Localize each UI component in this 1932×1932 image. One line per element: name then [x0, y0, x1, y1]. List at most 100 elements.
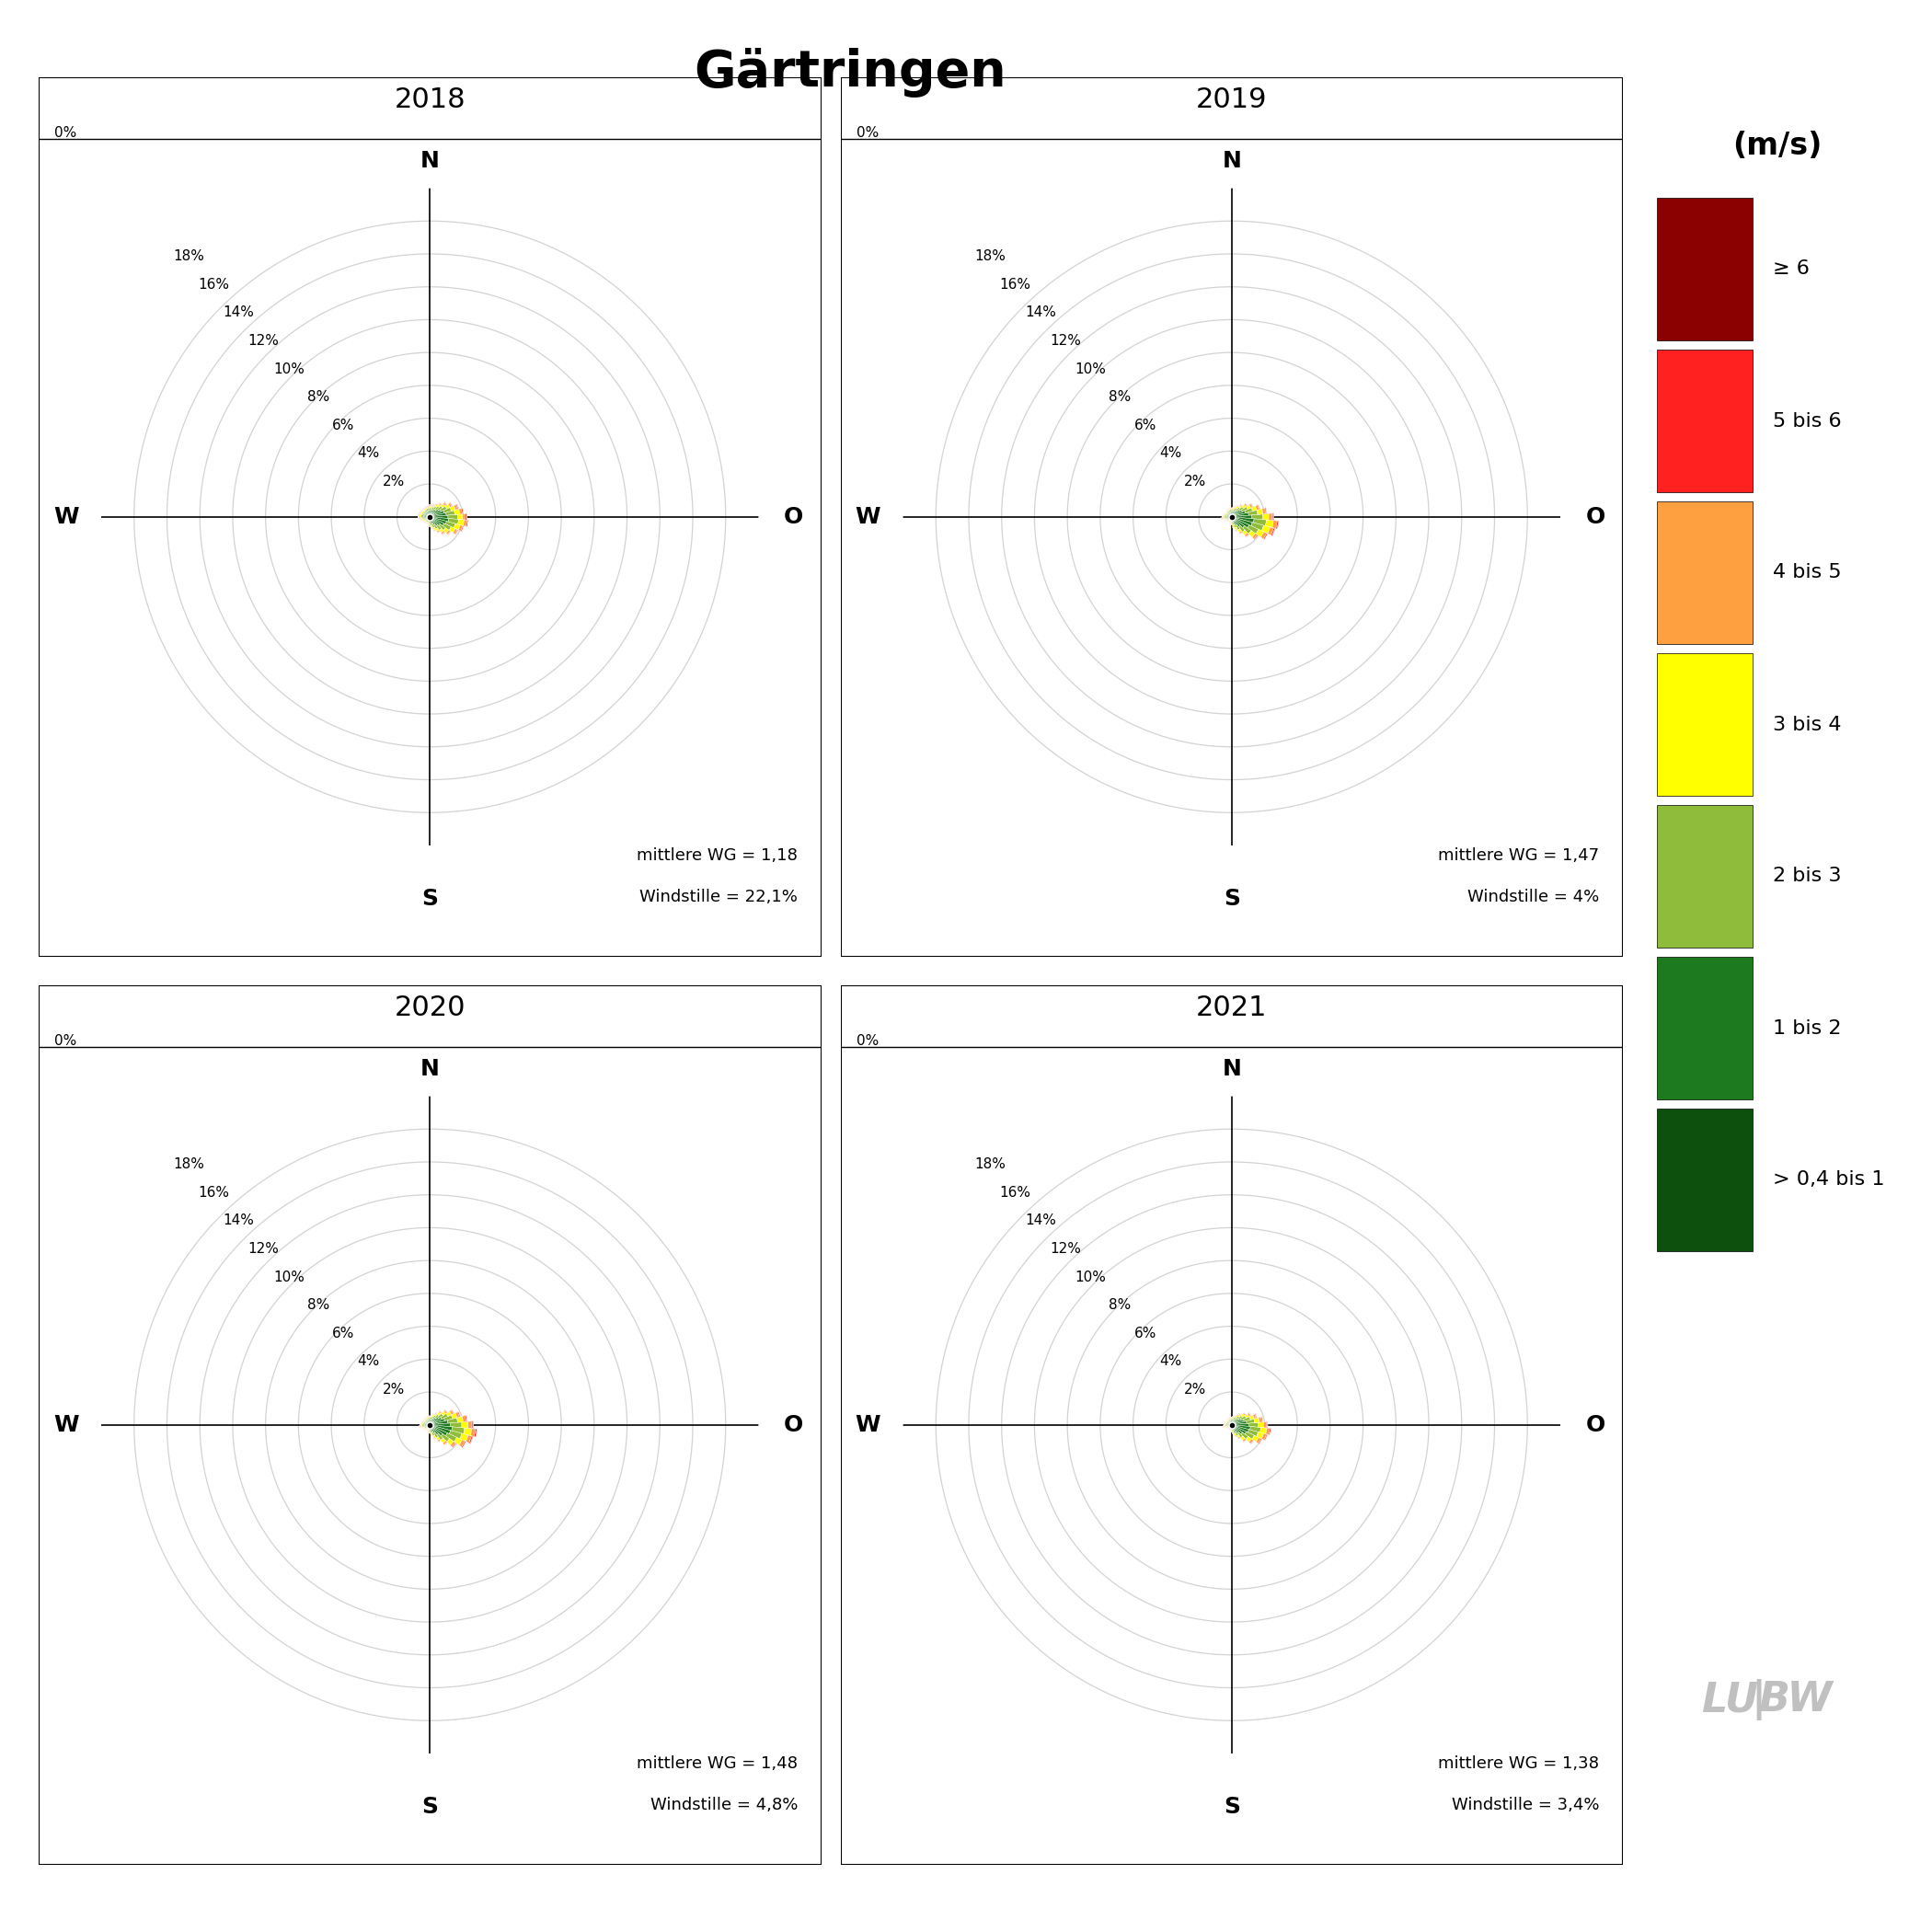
Polygon shape: [435, 1412, 437, 1414]
Polygon shape: [423, 510, 425, 512]
Polygon shape: [427, 518, 429, 520]
Text: 12%: 12%: [1049, 1242, 1082, 1256]
Polygon shape: [1248, 1412, 1250, 1416]
Polygon shape: [1264, 1434, 1267, 1441]
Text: N: N: [421, 1059, 439, 1080]
Polygon shape: [1229, 514, 1231, 516]
Polygon shape: [431, 518, 433, 524]
Polygon shape: [440, 1437, 446, 1443]
Text: 18%: 18%: [974, 1157, 1007, 1171]
Polygon shape: [431, 1418, 433, 1424]
Polygon shape: [437, 1434, 442, 1439]
Polygon shape: [427, 1422, 429, 1424]
Polygon shape: [435, 504, 439, 508]
Polygon shape: [1235, 524, 1236, 527]
Text: 6%: 6%: [1134, 419, 1157, 433]
Polygon shape: [452, 1443, 456, 1447]
Polygon shape: [464, 520, 468, 526]
Polygon shape: [421, 514, 425, 516]
Polygon shape: [1252, 1414, 1256, 1418]
Text: |: |: [1750, 1679, 1766, 1721]
Text: O: O: [784, 1414, 804, 1435]
Text: 8%: 8%: [1109, 1298, 1132, 1312]
Polygon shape: [427, 508, 429, 512]
Polygon shape: [1233, 1418, 1238, 1424]
Polygon shape: [1256, 529, 1264, 537]
Polygon shape: [1256, 504, 1260, 510]
Text: 14%: 14%: [222, 1213, 255, 1227]
Polygon shape: [448, 531, 450, 535]
Polygon shape: [1240, 1435, 1244, 1441]
Polygon shape: [466, 1414, 468, 1422]
Polygon shape: [431, 1426, 442, 1435]
Polygon shape: [458, 1412, 460, 1416]
Text: 2019: 2019: [1196, 87, 1267, 112]
Text: 18%: 18%: [172, 249, 205, 263]
Polygon shape: [1242, 1437, 1246, 1441]
Polygon shape: [439, 1410, 442, 1412]
Polygon shape: [1244, 504, 1248, 506]
Polygon shape: [1256, 1437, 1262, 1443]
Polygon shape: [1233, 1426, 1246, 1434]
Polygon shape: [431, 1418, 442, 1424]
Text: Windstille = 4,8%: Windstille = 4,8%: [649, 1797, 798, 1812]
Polygon shape: [433, 506, 435, 508]
Text: 0%: 0%: [856, 1034, 879, 1047]
Polygon shape: [431, 1418, 439, 1424]
Polygon shape: [1233, 1418, 1236, 1424]
Polygon shape: [431, 1426, 452, 1432]
Polygon shape: [458, 1412, 460, 1416]
Polygon shape: [1248, 510, 1258, 516]
Polygon shape: [462, 514, 466, 520]
Polygon shape: [1233, 518, 1250, 527]
Text: mittlere WG = 1,18: mittlere WG = 1,18: [638, 846, 798, 864]
Polygon shape: [439, 1439, 440, 1443]
Polygon shape: [421, 510, 423, 512]
Polygon shape: [435, 504, 439, 506]
Text: 18%: 18%: [172, 1157, 205, 1171]
Polygon shape: [444, 1410, 446, 1414]
Polygon shape: [446, 522, 456, 527]
Polygon shape: [456, 1412, 460, 1418]
Polygon shape: [1262, 526, 1269, 533]
Polygon shape: [1233, 1426, 1242, 1434]
Text: 2021: 2021: [1196, 995, 1267, 1020]
Polygon shape: [1254, 1418, 1260, 1422]
Polygon shape: [1233, 1420, 1235, 1424]
Polygon shape: [1233, 1426, 1238, 1434]
Polygon shape: [431, 1426, 450, 1434]
Polygon shape: [1233, 1426, 1248, 1432]
Polygon shape: [433, 518, 448, 522]
Text: O: O: [1586, 506, 1605, 527]
Polygon shape: [442, 502, 446, 506]
Polygon shape: [1264, 1422, 1267, 1428]
Polygon shape: [450, 1441, 456, 1447]
Polygon shape: [1258, 508, 1264, 514]
Polygon shape: [437, 1437, 440, 1441]
Polygon shape: [473, 1430, 477, 1437]
Polygon shape: [1235, 1432, 1238, 1435]
Polygon shape: [433, 524, 439, 529]
Text: 2%: 2%: [1184, 1383, 1208, 1397]
Polygon shape: [1269, 514, 1271, 520]
Polygon shape: [440, 1410, 446, 1416]
Text: 10%: 10%: [1074, 361, 1107, 377]
Text: mittlere WG = 1,48: mittlere WG = 1,48: [638, 1754, 798, 1772]
Polygon shape: [1244, 1439, 1246, 1441]
Polygon shape: [1233, 1426, 1236, 1432]
Polygon shape: [462, 508, 464, 514]
Text: S: S: [421, 1797, 439, 1818]
Polygon shape: [1246, 535, 1250, 537]
Polygon shape: [1250, 1414, 1254, 1420]
Polygon shape: [437, 506, 442, 510]
Polygon shape: [458, 514, 464, 520]
Polygon shape: [1240, 531, 1242, 535]
Polygon shape: [1258, 1416, 1262, 1422]
Polygon shape: [1235, 516, 1252, 518]
Text: 6%: 6%: [332, 1327, 355, 1341]
Polygon shape: [1260, 1428, 1267, 1434]
Polygon shape: [452, 529, 458, 535]
Polygon shape: [425, 512, 429, 516]
Polygon shape: [1233, 510, 1246, 516]
Polygon shape: [440, 502, 442, 504]
